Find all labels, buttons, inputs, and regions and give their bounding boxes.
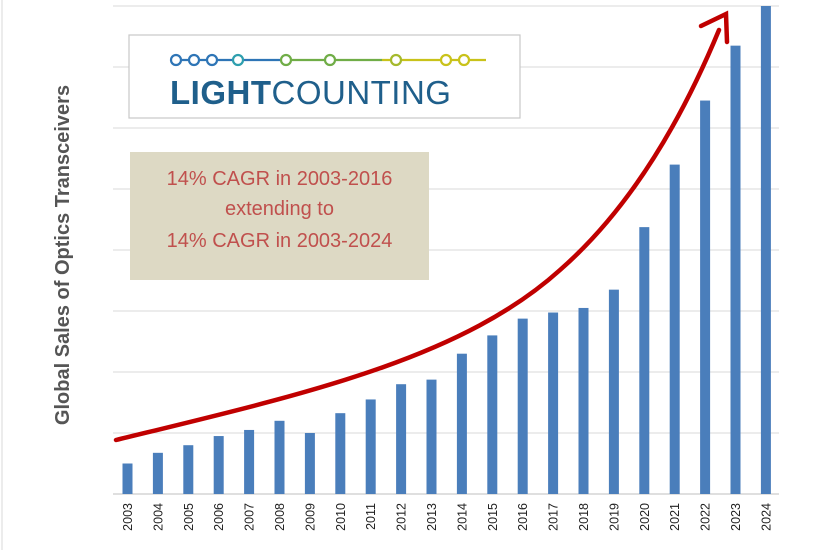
annotation-line-1: 14% CAGR in 2003-2016 bbox=[167, 168, 393, 190]
bar-2008 bbox=[274, 420, 285, 494]
logo-wordmark-bold: LIGHT bbox=[170, 74, 271, 111]
logo-wordmark-light: COUNTING bbox=[271, 74, 451, 111]
annotation-line-3: 14% CAGR in 2003-2024 bbox=[167, 230, 393, 252]
bar-2003 bbox=[122, 463, 133, 494]
x-tick-label-2021: 2021 bbox=[668, 503, 682, 531]
trend-curve bbox=[113, 27, 722, 443]
bar-2010 bbox=[335, 413, 346, 494]
y-axis-label: Global Sales of Optics Transceivers bbox=[52, 85, 74, 425]
x-tick-label-2008: 2008 bbox=[273, 503, 287, 531]
bar-2006 bbox=[213, 436, 224, 494]
annotation-box bbox=[130, 152, 429, 280]
annotation-line-2: extending to bbox=[225, 198, 334, 220]
x-tick-label-2022: 2022 bbox=[699, 503, 713, 531]
x-tick-label-2010: 2010 bbox=[334, 503, 348, 531]
bar-2016 bbox=[517, 318, 528, 494]
lightcounting-logo: LIGHTCOUNTING bbox=[128, 34, 521, 119]
bar-2005 bbox=[183, 445, 194, 494]
x-tick-label-2004: 2004 bbox=[151, 503, 165, 531]
bar-2019 bbox=[608, 289, 619, 494]
bar-2004 bbox=[152, 452, 163, 494]
bar-2018 bbox=[578, 307, 589, 494]
x-tick-label-2020: 2020 bbox=[638, 503, 652, 531]
x-tick-label-2017: 2017 bbox=[547, 503, 561, 531]
bar-2022 bbox=[700, 100, 711, 495]
x-tick-label-2024: 2024 bbox=[759, 503, 773, 531]
bar-2021 bbox=[669, 164, 680, 494]
logo-wordmark: LIGHTCOUNTING bbox=[170, 74, 451, 111]
bar-2009 bbox=[304, 433, 315, 494]
x-tick-label-2007: 2007 bbox=[243, 503, 257, 531]
bar-2020 bbox=[639, 227, 650, 494]
bar-2013 bbox=[426, 379, 437, 494]
x-tick-label-2015: 2015 bbox=[486, 503, 500, 531]
bar-2017 bbox=[548, 312, 559, 494]
bar-2014 bbox=[456, 353, 467, 494]
x-tick-label-2009: 2009 bbox=[303, 503, 317, 531]
bar-2024 bbox=[760, 6, 771, 494]
x-tick-label-2018: 2018 bbox=[577, 503, 591, 531]
bar-2015 bbox=[487, 335, 498, 494]
x-tick-labels: 2003 2004 2005 2006 2007 2008 2009 2010 2011 2012… bbox=[121, 503, 773, 531]
bars bbox=[122, 6, 771, 495]
x-tick-label-2019: 2019 bbox=[607, 503, 621, 531]
bar-2023 bbox=[730, 45, 741, 495]
x-tick-label-2016: 2016 bbox=[516, 503, 530, 531]
logo-box bbox=[128, 34, 521, 119]
trend-arrowhead bbox=[698, 10, 730, 45]
logo-chain-graphic bbox=[169, 53, 486, 67]
bar-2011 bbox=[365, 399, 376, 494]
x-tick-label-2003: 2003 bbox=[121, 503, 135, 531]
x-tick-label-2014: 2014 bbox=[455, 503, 469, 531]
x-tick-label-2011: 2011 bbox=[364, 503, 378, 530]
cagr-annotation: 14% CAGR in 2003-2016 extending to 14% C… bbox=[130, 152, 429, 280]
x-tick-label-2006: 2006 bbox=[212, 503, 226, 531]
x-tick-label-2005: 2005 bbox=[182, 503, 196, 531]
bar-2012 bbox=[396, 384, 407, 494]
x-tick-label-2012: 2012 bbox=[395, 503, 409, 531]
x-tick-label-2013: 2013 bbox=[425, 503, 439, 531]
bar-2007 bbox=[244, 429, 255, 494]
growth-trend-arrow bbox=[113, 10, 730, 443]
x-tick-label-2023: 2023 bbox=[729, 503, 743, 531]
